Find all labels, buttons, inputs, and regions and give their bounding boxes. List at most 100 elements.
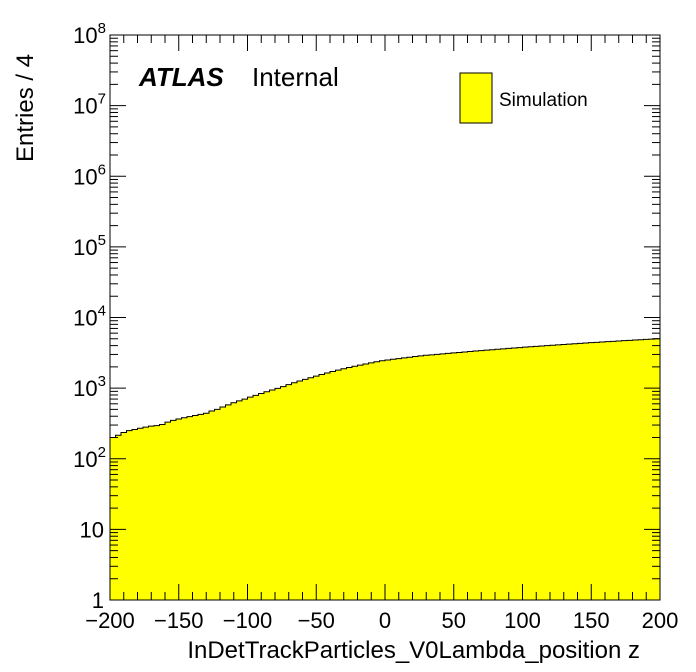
histogram-bar (533, 346, 540, 600)
histogram-bar (555, 344, 562, 600)
x-tick-label: 0 (379, 608, 391, 633)
histogram-bar (330, 371, 336, 600)
histogram-bar (286, 384, 292, 600)
histogram-bar (357, 365, 364, 600)
histogram-bar (165, 422, 171, 600)
histogram-bar (473, 351, 479, 600)
histogram-bar (346, 367, 353, 600)
x-tick-label: 200 (642, 608, 679, 633)
histogram-bar (445, 353, 452, 600)
histogram-bar (192, 415, 199, 600)
histogram-bar (374, 361, 380, 600)
histogram-bar (187, 416, 193, 600)
histogram-bar (594, 342, 600, 600)
histogram-bar (236, 400, 243, 600)
histogram-bar (258, 393, 265, 600)
histogram-bar (506, 348, 512, 600)
histogram-bar (115, 435, 122, 600)
histogram-bar (588, 342, 595, 600)
histogram-bar (401, 357, 408, 600)
histogram-bar (390, 359, 397, 600)
legend-label: Simulation (499, 90, 588, 111)
histogram-bars (110, 338, 661, 600)
y-tick-label: 102 (73, 444, 106, 472)
histogram-bar (291, 382, 298, 600)
histogram-bar (280, 386, 287, 600)
histogram-bar (126, 430, 133, 600)
y-axis-ticks (110, 34, 660, 601)
x-tick-label: −200 (85, 608, 135, 633)
histogram-bar (335, 370, 342, 600)
histogram-bar (478, 350, 485, 600)
histogram-bar (566, 344, 573, 600)
histogram-bar (247, 397, 254, 600)
histogram-bar (638, 339, 644, 600)
histogram-bar (583, 343, 589, 600)
histogram-bar (154, 425, 160, 600)
y-tick-label: 10 (80, 517, 104, 542)
histogram-bar (616, 340, 622, 600)
histogram-bar (220, 407, 226, 600)
histogram-bar (319, 374, 325, 600)
histogram-bar (440, 353, 446, 600)
histogram-bar (434, 354, 441, 600)
histogram-bar (198, 414, 204, 600)
histogram-bar (132, 429, 138, 600)
y-axis-title: Entries / 4 (12, 54, 39, 162)
histogram-bar (214, 409, 221, 600)
x-tick-label: −150 (154, 608, 204, 633)
histogram-bar (500, 348, 507, 600)
histogram-bar (577, 343, 584, 600)
histogram-bar (489, 349, 496, 600)
histogram-bar (253, 395, 259, 600)
histogram-bar (610, 341, 617, 600)
y-tick-label: 1 (92, 588, 104, 613)
histogram-bar (456, 352, 463, 600)
histogram-bar (308, 377, 314, 600)
histogram-bar (627, 340, 633, 600)
y-tick-label: 104 (73, 303, 106, 331)
histogram-bar (396, 358, 402, 600)
histogram-bar (429, 354, 435, 600)
x-tick-label: 150 (573, 608, 610, 633)
histogram-bar (275, 388, 281, 600)
histogram-bar (522, 347, 529, 600)
x-axis-tick-labels: −200 −150 −100 −50 0 50 100 150 200 (85, 608, 678, 633)
histogram-bar (225, 404, 232, 600)
y-axis-tick-labels: 1 10 102 103 104 105 106 107 108 (73, 20, 106, 613)
histogram-bar (324, 372, 331, 600)
histogram-bar (209, 410, 215, 600)
x-tick-label: 50 (442, 608, 466, 633)
status-label: Internal (252, 62, 339, 92)
y-tick-label: 107 (73, 91, 106, 119)
histogram-bar (511, 347, 518, 600)
atlas-label: ATLAS (138, 62, 224, 92)
y-tick-label: 105 (73, 232, 106, 260)
histogram-bar (423, 355, 430, 600)
histogram-bar (517, 347, 523, 600)
histogram-bar (341, 368, 347, 600)
x-axis-title: InDetTrackParticles_V0Lambda_position z (187, 637, 640, 664)
x-axis-ticks (109, 35, 661, 600)
histogram-bar (385, 360, 391, 600)
y-tick-label: 103 (73, 373, 106, 401)
histogram-bar (143, 427, 149, 600)
histogram-bar (159, 424, 166, 600)
histogram-bar (297, 381, 303, 600)
histogram-bar (242, 399, 248, 600)
x-tick-label: −50 (298, 608, 335, 633)
histogram-bar (412, 356, 419, 600)
histogram-bar (121, 432, 127, 600)
histogram-bar (264, 391, 270, 600)
histogram-bar (550, 345, 556, 600)
histogram-bar (643, 339, 650, 600)
histogram-bar (451, 352, 457, 600)
histogram-bar (368, 362, 375, 600)
histogram-bar (110, 437, 116, 600)
histogram-bar (561, 344, 567, 600)
histogram-bar (621, 340, 628, 600)
histogram-bar (649, 339, 655, 600)
histogram-bar (528, 346, 534, 600)
histogram-bar (269, 390, 276, 600)
